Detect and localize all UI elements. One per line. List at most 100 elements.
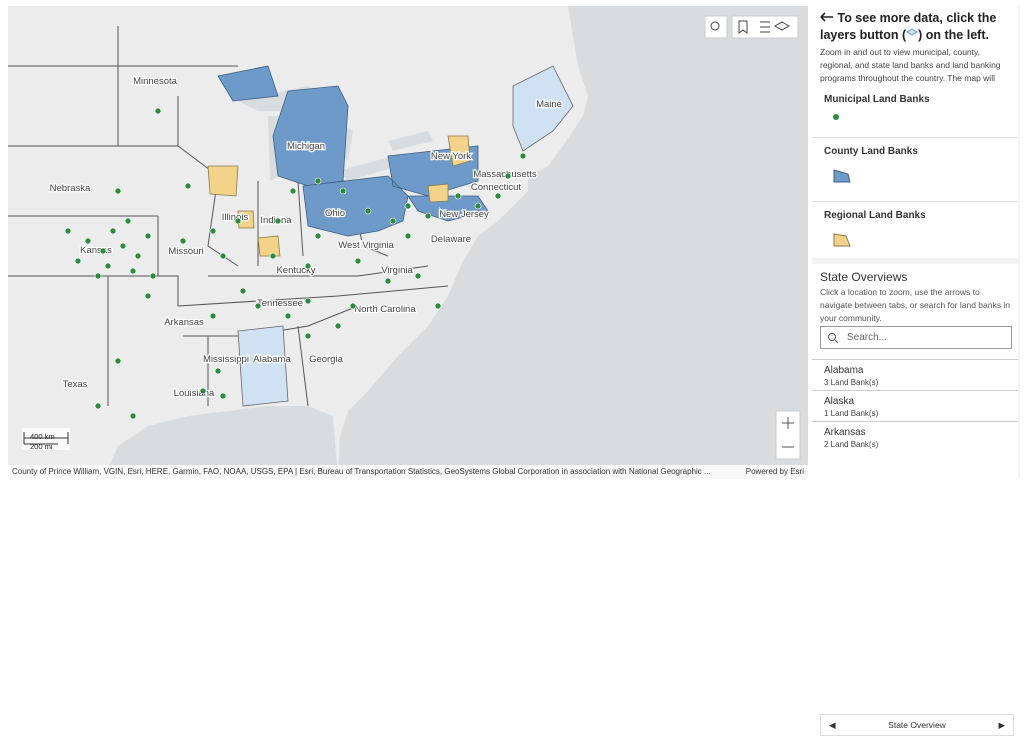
scale-mi: 200 mi <box>30 442 53 451</box>
municipal-land-bank <box>179 237 187 245</box>
legend-label: Municipal Land Banks <box>824 94 930 105</box>
municipal-land-bank <box>74 257 82 265</box>
search-box[interactable]: Search... <box>820 326 1012 349</box>
municipal-land-bank <box>64 227 72 235</box>
municipal-land-bank <box>474 202 482 210</box>
tab-nav: ◀ State Overview ▶ <box>820 714 1014 736</box>
attribution-bar: County of Prince William, VGIN, Esri, HE… <box>8 465 808 479</box>
zoom-icons <box>782 417 794 448</box>
municipal-land-bank <box>209 312 217 320</box>
municipal-land-bank <box>84 237 92 245</box>
municipal-land-bank <box>339 187 347 195</box>
state-label: New Jersey <box>439 209 489 220</box>
municipal-land-bank <box>104 262 112 270</box>
municipal-land-bank <box>239 287 247 295</box>
municipal-land-bank <box>214 367 222 375</box>
municipal-land-bank <box>519 152 527 160</box>
state-label: Arkansas <box>164 317 204 328</box>
municipal-land-bank <box>304 262 312 270</box>
municipal-land-bank <box>434 302 442 310</box>
state-item[interactable]: Alaska 1 Land Bank(s) <box>812 390 1018 421</box>
state-label: Tennessee <box>257 298 303 309</box>
state-label: Virginia <box>381 265 413 276</box>
municipal-land-bank <box>144 232 152 240</box>
state-name: Arkansas <box>824 427 866 438</box>
municipal-land-bank <box>109 227 117 235</box>
powered-by: Powered by Esri <box>745 467 804 476</box>
state-label: Michigan <box>287 141 325 152</box>
state-borders <box>8 26 479 407</box>
layers-icon <box>906 28 919 36</box>
prev-arrow[interactable]: ◀ <box>829 720 836 730</box>
state-label: Delaware <box>431 234 471 245</box>
state-count: 1 Land Bank(s) <box>824 409 879 418</box>
state-label: Georgia <box>309 354 344 365</box>
municipal-land-bank <box>129 412 137 420</box>
legend-item: Municipal Land Banks <box>812 86 1018 136</box>
state-label: Mississippi <box>203 354 249 365</box>
municipal-land-bank <box>134 252 142 260</box>
state-label: Connecticut <box>471 182 522 193</box>
side-panel: To see more data, click the layers butto… <box>812 6 1020 736</box>
state-label: Kansas <box>80 245 112 256</box>
state-label: Nebraska <box>50 183 91 194</box>
municipal-land-bank <box>274 217 282 225</box>
state-label: Texas <box>63 379 88 390</box>
municipal-land-bank <box>304 332 312 340</box>
state-name: Alaska <box>824 396 855 407</box>
municipal-land-bank <box>269 252 277 260</box>
state-item[interactable]: Alabama 3 Land Bank(s) <box>812 359 1018 390</box>
next-arrow[interactable]: ▶ <box>998 720 1005 730</box>
state-label: Louisiana <box>174 388 215 399</box>
state-name: Alabama <box>824 365 864 376</box>
municipal-land-bank <box>414 272 422 280</box>
map[interactable]: Minnesota Michigan Maine New York Massachuse… <box>8 6 808 479</box>
municipal-land-bank <box>124 217 132 225</box>
municipal-land-bank <box>154 107 162 115</box>
legend-label: County Land Banks <box>824 146 918 157</box>
municipal-land-bank <box>184 182 192 190</box>
intro-section: To see more data, click the layers butto… <box>812 6 1018 258</box>
state-item[interactable]: Arkansas 2 Land Bank(s) <box>812 421 1018 452</box>
municipal-land-bank <box>354 257 362 265</box>
search-button[interactable] <box>704 15 728 39</box>
toolbar <box>704 15 801 460</box>
municipal-land-bank <box>94 272 102 280</box>
municipal-land-bank <box>304 297 312 305</box>
scale-km: 400 km <box>30 432 55 441</box>
municipal-land-bank <box>199 387 207 395</box>
municipal-land-bank <box>404 202 412 210</box>
municipal-land-bank <box>404 232 412 240</box>
state-count: 2 Land Bank(s) <box>824 440 879 449</box>
ocean <box>103 6 808 479</box>
municipal-land-bank <box>284 312 292 320</box>
municipal-land-bank <box>94 402 102 410</box>
page: Minnesota Michigan Maine New York Massachuse… <box>8 6 1020 736</box>
legend-swatch <box>833 233 851 247</box>
state-label: New York <box>431 151 471 162</box>
state-label: West Virginia <box>338 240 394 251</box>
municipal-land-bank <box>289 187 297 195</box>
tool-icons <box>738 20 791 34</box>
municipal-land-bank <box>129 267 137 275</box>
municipal-land-bank <box>254 302 262 310</box>
municipal-land-bank <box>219 392 227 400</box>
state-label: Ohio <box>325 208 345 219</box>
search-placeholder: Search... <box>847 332 888 343</box>
overview-section: State Overviews Click a location to zoom… <box>812 264 1018 736</box>
municipal-land-bank <box>149 272 157 280</box>
scale-labels: 400 km 200 mi <box>30 432 55 452</box>
overview-title: State Overviews <box>820 270 908 284</box>
tab-label: State Overview <box>888 720 946 730</box>
intro-title: To see more data, click the layers butto… <box>812 6 1018 44</box>
municipal-land-bank <box>504 172 512 180</box>
scale-bar <box>23 432 69 445</box>
municipal-land-bank <box>144 292 152 300</box>
legend-item: County Land Banks <box>812 137 1018 201</box>
state-label: Missouri <box>168 246 203 257</box>
state-label: Alabama <box>253 354 291 365</box>
search-icon <box>828 333 839 344</box>
state-label: Maine <box>536 99 562 110</box>
municipal-land-bank <box>114 357 122 365</box>
